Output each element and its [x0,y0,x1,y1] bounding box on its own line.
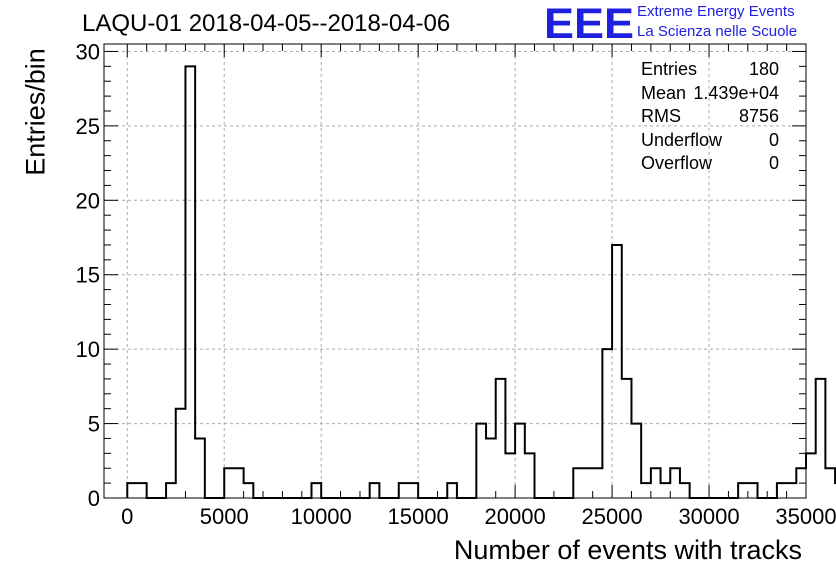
stat-value: 0 [768,129,779,150]
y-axis-label: Entries/bin [20,48,51,176]
stat-value: 8756 [738,106,779,126]
stat-key: RMS [641,106,681,126]
x-tick-label: 30000 [678,504,739,529]
y-tick-label: 30 [76,39,100,64]
x-axis-label: Number of events with tracks [453,535,802,565]
eee-logo: EEE [544,2,634,42]
stat-mean: Mean 1.439e+04 [641,82,779,106]
x-tick-label: 25000 [581,504,642,529]
x-tick-label: 35000 [775,504,836,529]
stat-rms: RMS 8756 [641,105,779,129]
stats-box: Entries 180 Mean 1.439e+04 RMS 8756 Unde… [641,58,779,176]
y-tick-label: 5 [88,412,100,437]
stat-entries: Entries 180 [641,58,779,82]
logo-caption: Extreme Energy Events La Scienza nelle S… [637,2,797,42]
stat-underflow: Underflow 0 [641,129,779,153]
stat-overflow: Overflow 0 [641,152,779,176]
stat-value: 1.439e+04 [693,82,779,103]
x-tick-label: 20000 [485,504,546,529]
chart-title: LAQU-01 2018-04-05--2018-04-06 [82,10,451,37]
x-tick-label: 15000 [388,504,449,529]
x-tick-label: 0 [121,504,133,529]
y-tick-label: 10 [76,337,100,362]
svg-text:EEE: EEE [544,2,634,42]
stat-value: 180 [748,59,779,79]
stat-key: Underflow [641,129,723,150]
logo-line-2: La Scienza nelle Scuole [637,23,798,40]
y-tick-label: 20 [76,188,100,213]
logo-line-1: Extreme Energy Events [637,3,795,20]
plot-frame [103,43,807,499]
stat-key: Overflow [641,153,713,173]
y-tick-label: 25 [76,114,100,139]
x-tick-label: 10000 [291,504,352,529]
stat-value: 0 [768,153,779,173]
stat-key: Mean [641,82,687,103]
x-tick-label: 5000 [200,504,249,529]
y-tick-label: 0 [88,486,100,511]
y-tick-label: 15 [76,263,100,288]
stat-key: Entries [641,59,698,79]
